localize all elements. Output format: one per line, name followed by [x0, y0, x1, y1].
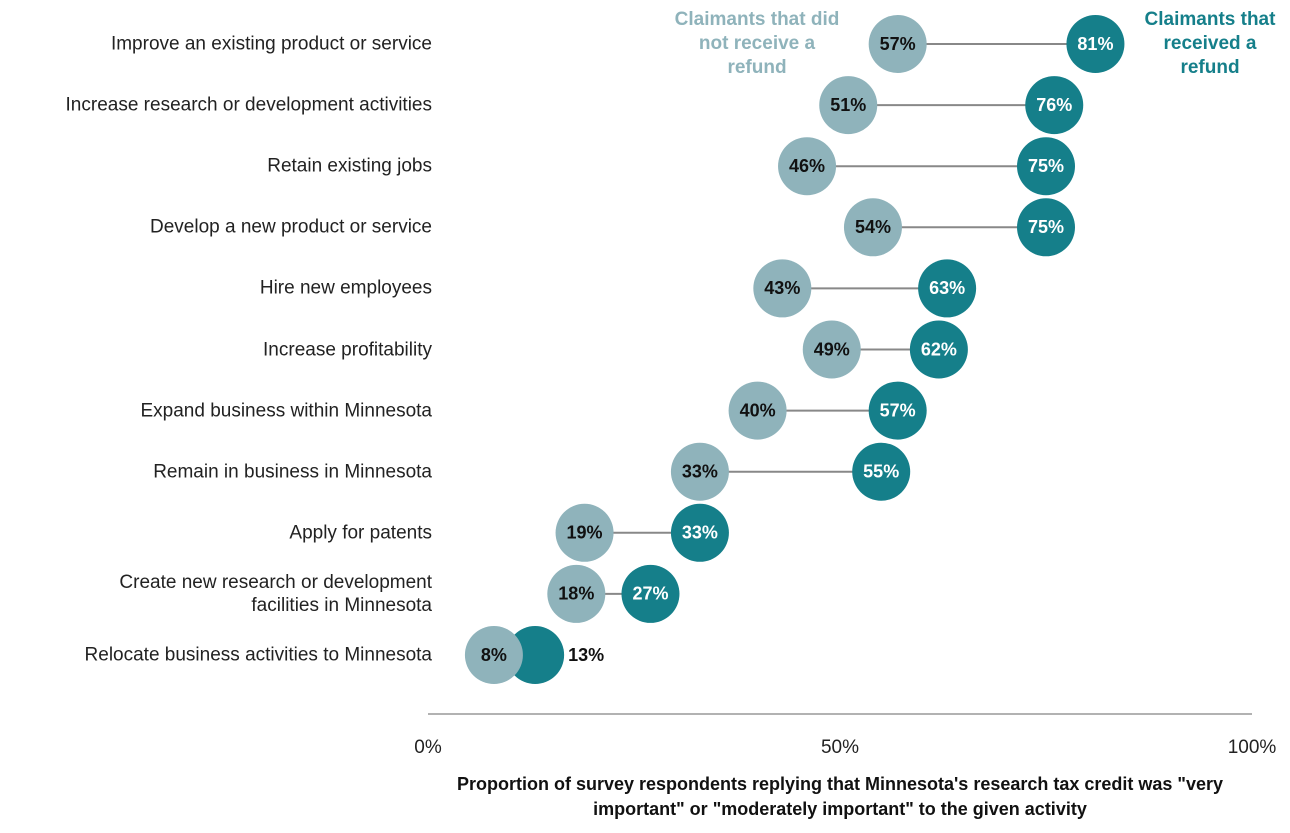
- x-tick-label: 50%: [821, 737, 859, 758]
- value-label: 62%: [921, 339, 957, 359]
- value-label: 27%: [632, 584, 668, 604]
- value-label: 75%: [1028, 156, 1064, 176]
- dot: [843, 198, 902, 257]
- category-label: Apply for patents: [289, 522, 432, 544]
- value-label: 13%: [568, 645, 604, 665]
- dot: [670, 442, 729, 501]
- value-label: 33%: [682, 523, 718, 543]
- dot: [753, 259, 812, 318]
- dot: [728, 381, 787, 440]
- dot: [1066, 15, 1125, 73]
- value-label: 46%: [789, 156, 825, 176]
- x-tick-label: 100%: [1228, 737, 1277, 758]
- dot: [547, 564, 606, 623]
- x-tick-label: 0%: [414, 737, 442, 758]
- dot: [802, 320, 861, 379]
- category-label: Improve an existing product or service: [110, 33, 432, 55]
- value-label: 18%: [558, 584, 594, 604]
- dot: [819, 76, 878, 135]
- category-label: Create new research or development facil…: [119, 571, 432, 616]
- value-label: 75%: [1028, 217, 1064, 237]
- value-label: 8%: [481, 645, 507, 665]
- dot: [868, 15, 927, 73]
- value-label: 81%: [1077, 34, 1113, 54]
- value-label: 40%: [740, 400, 776, 420]
- dot: [1017, 137, 1075, 196]
- dot: [852, 442, 911, 501]
- category-label: Remain in business in Minnesota: [153, 461, 432, 483]
- value-label: 76%: [1036, 95, 1072, 115]
- dot: [918, 259, 977, 318]
- category-label: Expand business within Minnesota: [140, 400, 432, 422]
- dot: [670, 503, 729, 562]
- dot: [621, 564, 680, 623]
- value-label: 51%: [830, 95, 866, 115]
- category-label: Increase profitability: [263, 339, 432, 360]
- value-label: 54%: [855, 217, 891, 237]
- category-label: Increase research or development activit…: [65, 94, 432, 116]
- value-label: 57%: [880, 400, 916, 420]
- dot: [1017, 198, 1075, 257]
- value-label: 55%: [863, 461, 899, 481]
- category-label: Relocate business activities to Minnesot…: [84, 644, 432, 666]
- dot: [868, 381, 927, 440]
- dot: [778, 137, 837, 196]
- dot: [506, 626, 565, 684]
- value-label: 49%: [814, 339, 850, 359]
- value-label: 19%: [567, 523, 603, 543]
- legend-entry: Claimants that did not receive a refund: [674, 9, 840, 78]
- value-label: 43%: [764, 278, 800, 298]
- dot: [555, 503, 614, 562]
- x-axis-title: Proportion of survey respondents replyin…: [456, 774, 1224, 819]
- value-label: 57%: [880, 34, 916, 54]
- dot: [1025, 76, 1084, 135]
- value-label: 63%: [929, 278, 965, 298]
- category-label: Retain existing jobs: [267, 155, 432, 177]
- dot: [464, 626, 523, 684]
- value-label: 33%: [682, 461, 718, 481]
- category-label: Develop a new product or service: [150, 216, 432, 238]
- dot: [909, 320, 968, 379]
- legend-entry: Claimants that received a refund: [1144, 9, 1276, 78]
- category-label: Hire new employees: [259, 277, 432, 299]
